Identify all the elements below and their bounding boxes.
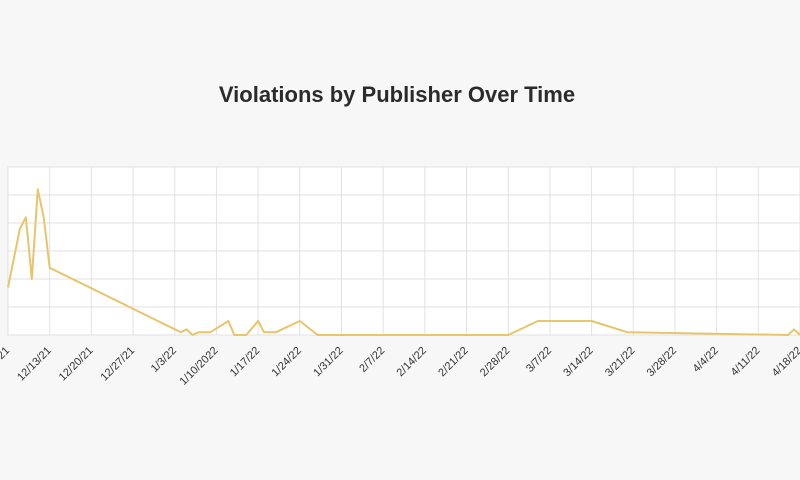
x-tick-label: 1/10/2022 bbox=[178, 345, 221, 388]
x-tick-label: 3/7/22 bbox=[524, 345, 554, 375]
x-tick-label: 12/6/21 bbox=[0, 345, 12, 379]
x-tick-label: 4/4/22 bbox=[691, 345, 721, 375]
data-line bbox=[7, 188, 800, 336]
x-tick-label: 12/27/21 bbox=[98, 345, 137, 384]
x-tick-label: 1/17/22 bbox=[228, 345, 262, 379]
x-tick-label: 12/20/21 bbox=[57, 345, 96, 384]
x-tick-label: 2/14/22 bbox=[395, 345, 429, 379]
x-tick-label: 4/18/22 bbox=[770, 345, 800, 379]
x-tick-label: 12/13/21 bbox=[15, 345, 54, 384]
x-tick-label: 3/21/22 bbox=[603, 345, 637, 379]
x-tick-label: 2/28/22 bbox=[478, 345, 512, 379]
x-tick-label: 2/21/22 bbox=[436, 345, 470, 379]
x-tick-label: 3/28/22 bbox=[645, 345, 679, 379]
x-tick-label: 4/11/22 bbox=[729, 345, 763, 379]
x-tick-label: 3/14/22 bbox=[561, 345, 595, 379]
x-tick-label: 1/31/22 bbox=[311, 345, 345, 379]
x-tick-label: 1/3/22 bbox=[149, 345, 179, 375]
x-tick-label: 2/7/22 bbox=[357, 345, 387, 375]
chart-title: Violations by Publisher Over Time bbox=[219, 82, 575, 107]
x-tick-label: 1/24/22 bbox=[270, 345, 304, 379]
